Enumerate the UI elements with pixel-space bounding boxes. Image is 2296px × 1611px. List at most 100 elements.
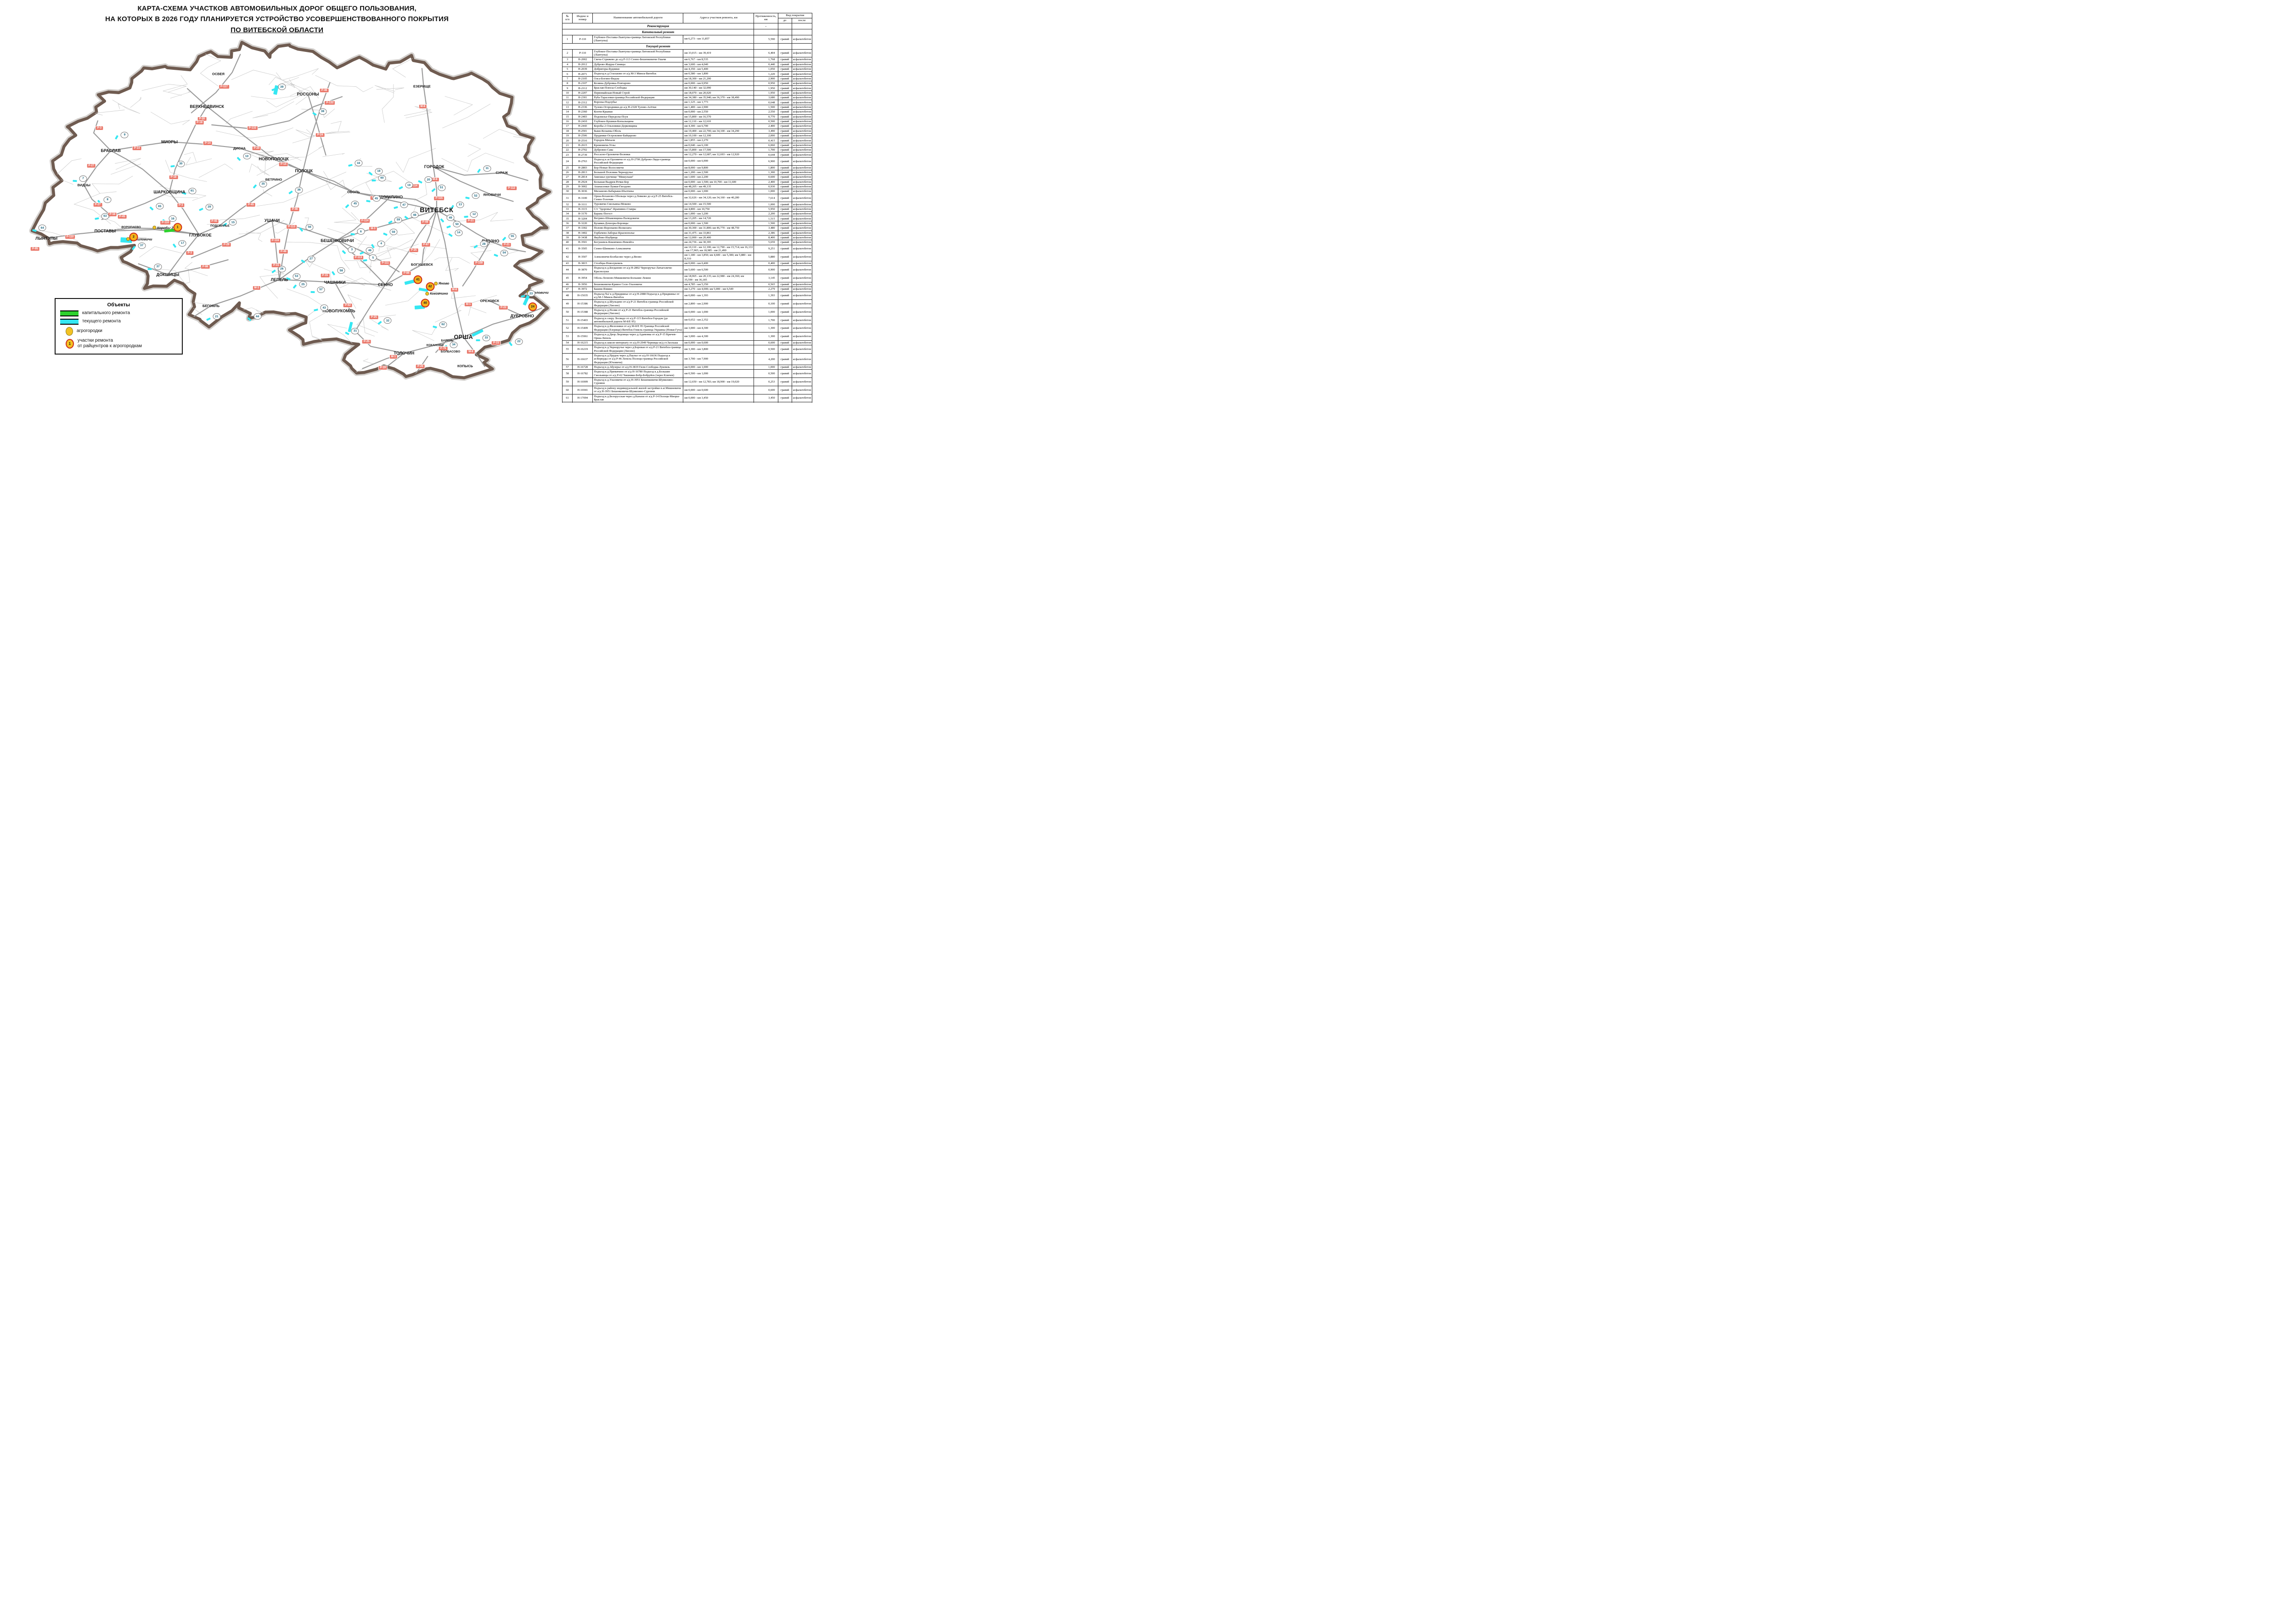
table-row: 55 Н-16219 Подъезд к д.Черноручье через д.… <box>562 345 813 354</box>
table-cell: км 0,000 - км 0,950 <box>683 81 754 86</box>
table-section-row: Реконструкция - <box>562 23 813 29</box>
table-section-row: Капитальный ремонт <box>562 28 813 35</box>
repair-section-patch <box>366 199 371 203</box>
table-cell: Н-2039 <box>572 66 593 72</box>
repair-marker: 15 <box>229 219 237 226</box>
repair-marker: 30 <box>177 160 185 167</box>
town-label: БОГУШЕВСК <box>411 262 433 267</box>
repair-marker: 7 <box>79 175 87 182</box>
repair-marker: 60 <box>378 175 386 181</box>
table-cell: 0,900 <box>754 265 778 275</box>
table-cell: 42 <box>562 253 573 262</box>
table-cell: 1,000 <box>754 365 778 370</box>
table-cell: 39 <box>562 235 573 241</box>
repair-marker: 13 <box>456 201 464 208</box>
table-cell: Быки-Козьяны-Оболь <box>592 128 684 134</box>
town-label: ЕЗЕРИЩЕ <box>413 84 431 89</box>
table-cell: Замошье-урочище "Мишульки" <box>592 175 684 180</box>
table-cell: асфальтобетон <box>791 124 813 129</box>
repair-marker: 36 <box>295 186 303 193</box>
table-cell: асфальтобетон <box>791 202 813 207</box>
table-cell: 41 <box>562 244 573 253</box>
table-cell: км 15,800 - км 16,570 <box>683 114 754 119</box>
table-row: 36 Н-3220 Булавки-Дохноры-Боровцы км 0,000 … <box>562 220 813 226</box>
town-label: ШАРКОВЩИНА <box>153 190 186 195</box>
table-cell: км 34,380 - км 35,940; км 36,370 - км 38… <box>683 95 754 101</box>
table-cell: 1,950 <box>754 85 778 91</box>
repair-marker: 16 <box>169 215 177 222</box>
road-number-badge: Р-86 <box>401 271 411 276</box>
agro-village-dot <box>152 225 157 230</box>
repair-section-patch <box>310 291 315 293</box>
repair-marker: 58 <box>337 267 345 274</box>
capital-repair-swatch <box>60 310 79 316</box>
table-cell: асфальтобетон <box>791 184 813 190</box>
table-cell: 2,279 <box>754 287 778 292</box>
table-cell: 3,680 <box>754 95 778 101</box>
table-cell: асфальтобетон <box>791 34 813 44</box>
table-cell: гравий <box>777 240 792 245</box>
table-row: 53 Н-15961 Подъезд к д.Двор Людчицы через … <box>562 332 813 341</box>
town-label: ЛЕПЕЛЬ <box>270 277 288 282</box>
table-cell: 1,220 <box>754 71 778 77</box>
legend-capital-label: капитального ремонта <box>82 310 130 316</box>
table-cell: асфальтобетон <box>791 66 813 72</box>
table-cell: Н-3036 <box>572 189 593 194</box>
agro-repair-marker: 24 <box>528 302 537 311</box>
table-cell: км 4,785 - км 5,350 <box>683 282 754 287</box>
table-row: 14 Н-2360 Копти-Крынки км 0,000 - км 2,550 2… <box>562 109 813 115</box>
table-cell: 24 <box>562 157 573 166</box>
table-cell <box>754 43 778 50</box>
town-label: ОРША <box>454 334 473 341</box>
current-repair-swatch <box>60 318 79 325</box>
table-cell: км 2,800 - км 2,900 <box>683 299 754 309</box>
table-cell: гравий <box>777 324 792 333</box>
table-cell: гравий <box>777 235 792 241</box>
table-cell <box>754 28 778 35</box>
table-row: 43 Н-3815 Столбцы-Новолукомль км 0,000 - км… <box>562 261 813 266</box>
karta-schema-page: КАРТА-СХЕМА УЧАСТКОВ АВТОМОБИЛЬНЫХ ДОРОГ… <box>0 0 815 403</box>
table-row: 24 Н-2763 Подъезд к аг.Орловичи от а/д Н-2… <box>562 157 813 166</box>
agro-village-label: Яново <box>438 281 450 286</box>
repair-marker: 25 <box>299 281 307 288</box>
road-line <box>191 54 240 113</box>
repair-marker: 10 <box>243 153 251 160</box>
table-cell: км 3,270 - км 4,000; км 5,000 - км 6,549 <box>683 287 754 292</box>
table-cell: 16 <box>562 118 573 124</box>
table-cell: км 12,650 - км 12,783; км 18,900 - км 19… <box>683 377 754 386</box>
col-num: № п/п <box>562 13 573 23</box>
table-cell: гравий <box>777 152 792 158</box>
table-cell: 1,300 <box>754 169 778 175</box>
road-number-badge: М-8 <box>418 104 427 109</box>
repair-marker: 45 <box>351 200 359 207</box>
table-cell: асфальтобетон <box>791 240 813 245</box>
agro-repair-marker: 40 <box>421 299 430 307</box>
table-cell: км 1,600 - км 2,200 <box>683 175 754 180</box>
table-cell: 5,880 <box>754 253 778 262</box>
table-body: Реконструкция - Капитальный ремонт 1 Р-110 Гл… <box>562 23 813 403</box>
road-number-badge: Р-29 <box>221 242 231 248</box>
repair-marker: 37 <box>154 263 162 270</box>
table-row: 46 Н-3956 Бешенковичи-Кривое Село-Улазович… <box>562 282 813 287</box>
table-cell: асфальтобетон <box>791 100 813 105</box>
road-line <box>212 96 342 129</box>
table-cell: гравий <box>777 147 792 153</box>
table-cell: Н-16941 <box>572 385 593 394</box>
table-cell: км 4,300 - км 6,700 <box>683 124 754 129</box>
town-label: ГЛУБОКОЕ <box>189 233 212 238</box>
table-cell: гравий <box>777 353 792 366</box>
table-row: 30 Н-3036 Милашово-Бабарыки-Шалтины км 0,00… <box>562 189 813 194</box>
table-cell: Н-3507 <box>572 253 593 262</box>
table-cell: км 15,800 - км 17,500 <box>683 147 754 153</box>
table-cell: км 3,300 - км 3,800 <box>683 345 754 354</box>
table-cell: 15 <box>562 114 573 119</box>
road-number-badge: Р-49 <box>420 220 430 225</box>
repair-marker: 64 <box>38 225 46 231</box>
road-number-badge: М-3 <box>252 286 261 291</box>
table-cell: 0,644 <box>754 152 778 158</box>
repair-marker: 5 <box>369 254 377 261</box>
table-cell: 1,515 <box>754 216 778 221</box>
table-cell: км 1,200 - км 2,500 <box>683 169 754 175</box>
road-line <box>335 282 355 318</box>
table-row: 16 Н-2410 Глубокое-Бушики-Копыльщина км 12,… <box>562 118 813 124</box>
